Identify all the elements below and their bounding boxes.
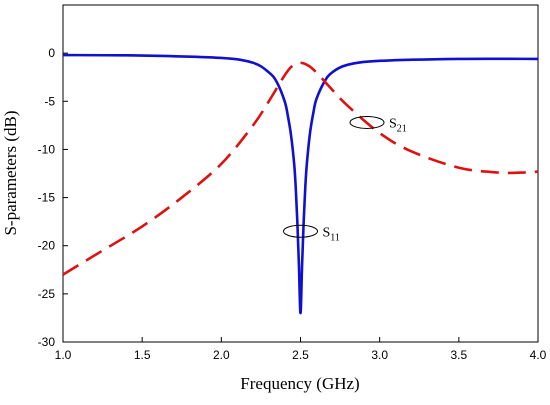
- annotation-subscript: 21: [397, 123, 407, 134]
- x-tick-label: 2.5: [292, 348, 309, 362]
- annotation-label: S11: [323, 225, 340, 243]
- x-tick-label: 3.5: [450, 348, 467, 362]
- series-line-s11: [62, 53, 539, 315]
- y-tick-label: 0: [48, 46, 55, 60]
- annotation-subscript: 11: [330, 232, 340, 243]
- annotation-main: S: [323, 225, 331, 240]
- y-tick-label: -15: [38, 191, 56, 205]
- x-axis: 1.0 1.5 2.0 2.5 3.0 3.5 4.0: [55, 337, 547, 362]
- y-tick-label: -20: [38, 239, 56, 253]
- x-tick-label: 1.5: [134, 348, 151, 362]
- series-line-s21: [62, 61, 539, 276]
- x-axis-title: Frequency (GHz): [240, 374, 359, 393]
- x-tick-label: 3.0: [371, 348, 388, 362]
- annotation-marker: [349, 115, 385, 129]
- annotation-marker: [283, 224, 318, 238]
- x-tick-label: 1.0: [55, 348, 72, 362]
- y-tick-label: -30: [38, 335, 56, 349]
- y-tick-label: -25: [38, 287, 56, 301]
- annotation-main: S: [389, 116, 397, 131]
- x-tick-label: 4.0: [530, 348, 547, 362]
- x-tick-label: 2.0: [213, 348, 230, 362]
- y-tick-label: -5: [44, 94, 55, 108]
- y-axis-title: S-parameters (dB): [1, 110, 20, 235]
- series-layer: [62, 53, 539, 315]
- y-tick-label: -10: [38, 142, 56, 156]
- annotation-label: S21: [389, 116, 407, 134]
- y-axis: 0 -5 -10 -15 -20 -25 -30: [38, 46, 68, 349]
